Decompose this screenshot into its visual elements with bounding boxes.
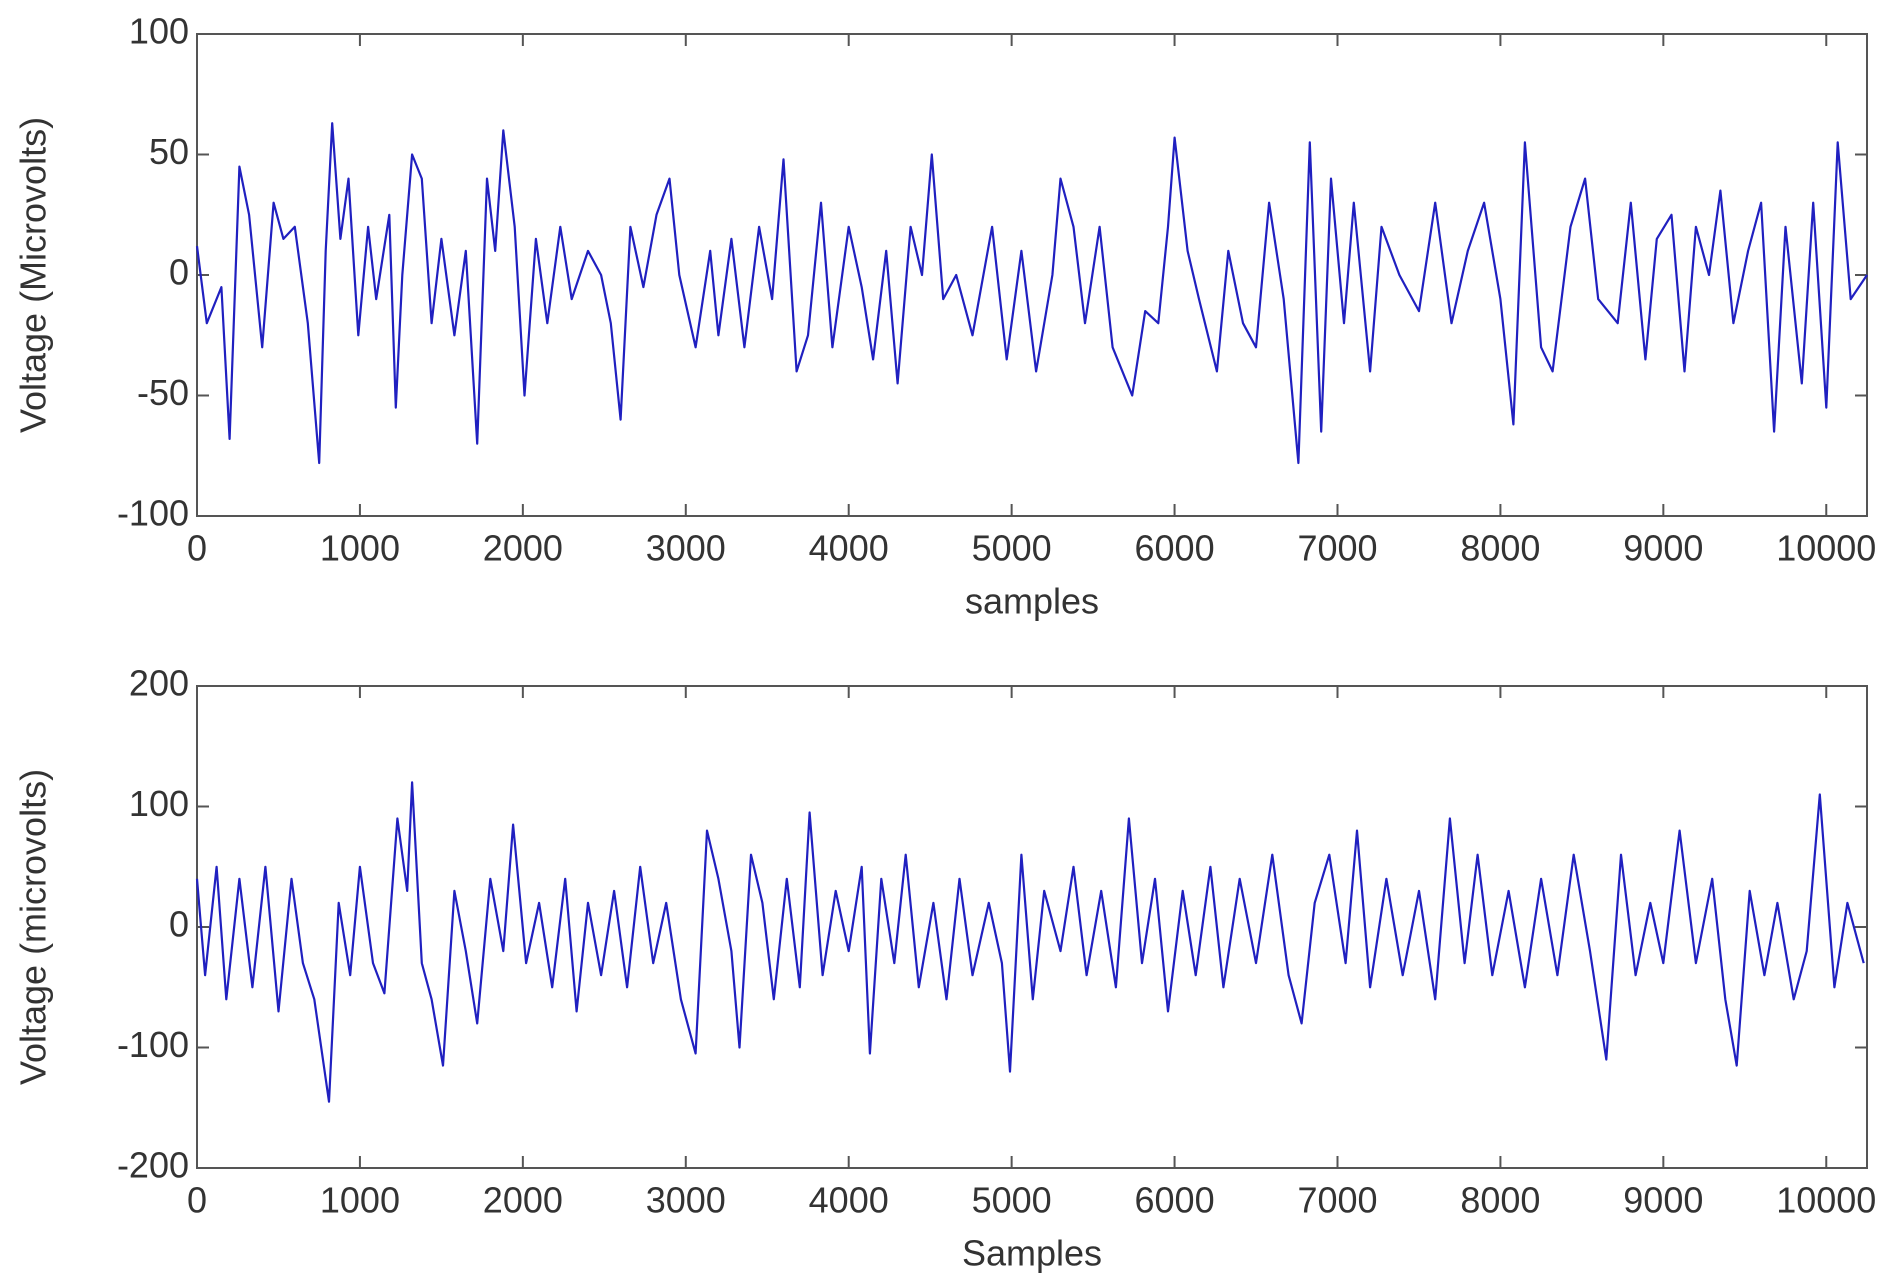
x-axis-label: samples bbox=[965, 581, 1099, 622]
x-tick-label: 3000 bbox=[646, 1180, 726, 1221]
x-tick-label: 5000 bbox=[972, 1180, 1052, 1221]
x-tick-label: 9000 bbox=[1623, 1180, 1703, 1221]
y-tick-label: 0 bbox=[169, 904, 189, 945]
x-tick-label: 9000 bbox=[1623, 528, 1703, 569]
y-tick-label: -50 bbox=[137, 372, 189, 413]
x-tick-label: 6000 bbox=[1135, 1180, 1215, 1221]
x-tick-label: 4000 bbox=[809, 528, 889, 569]
y-tick-label: 0 bbox=[169, 252, 189, 293]
x-tick-label: 0 bbox=[187, 528, 207, 569]
y-tick-label: 50 bbox=[149, 131, 189, 172]
y-tick-label: 100 bbox=[129, 11, 189, 52]
x-tick-label: 1000 bbox=[320, 1180, 400, 1221]
axes-frame bbox=[196, 33, 1868, 517]
signal-line bbox=[195, 781, 1865, 1103]
x-tick-label: 10000 bbox=[1776, 528, 1876, 569]
y-tick-label: -100 bbox=[117, 1024, 189, 1065]
x-tick-label: 4000 bbox=[809, 1180, 889, 1221]
x-tick-label: 8000 bbox=[1460, 1180, 1540, 1221]
x-axis-label: Samples bbox=[962, 1233, 1102, 1274]
x-tick-label: 7000 bbox=[1297, 528, 1377, 569]
x-tick-label: 3000 bbox=[646, 528, 726, 569]
y-tick-label: -100 bbox=[117, 493, 189, 534]
y-tick-label: 200 bbox=[129, 663, 189, 704]
x-tick-label: 7000 bbox=[1297, 1180, 1377, 1221]
signal-line bbox=[195, 122, 1868, 465]
x-tick-label: 2000 bbox=[483, 1180, 563, 1221]
y-tick-label: 100 bbox=[129, 783, 189, 824]
x-tick-label: 2000 bbox=[483, 528, 563, 569]
y-tick-label: -200 bbox=[117, 1145, 189, 1186]
x-tick-label: 10000 bbox=[1776, 1180, 1876, 1221]
x-tick-label: 8000 bbox=[1460, 528, 1540, 569]
y-axis-label: Voltage (microvolts) bbox=[13, 769, 54, 1085]
axes-frame bbox=[196, 685, 1868, 1169]
x-tick-label: 1000 bbox=[320, 528, 400, 569]
y-axis-label: Voltage (Microvolts) bbox=[13, 117, 54, 433]
x-tick-label: 5000 bbox=[972, 528, 1052, 569]
x-tick-label: 0 bbox=[187, 1180, 207, 1221]
x-tick-label: 6000 bbox=[1135, 528, 1215, 569]
